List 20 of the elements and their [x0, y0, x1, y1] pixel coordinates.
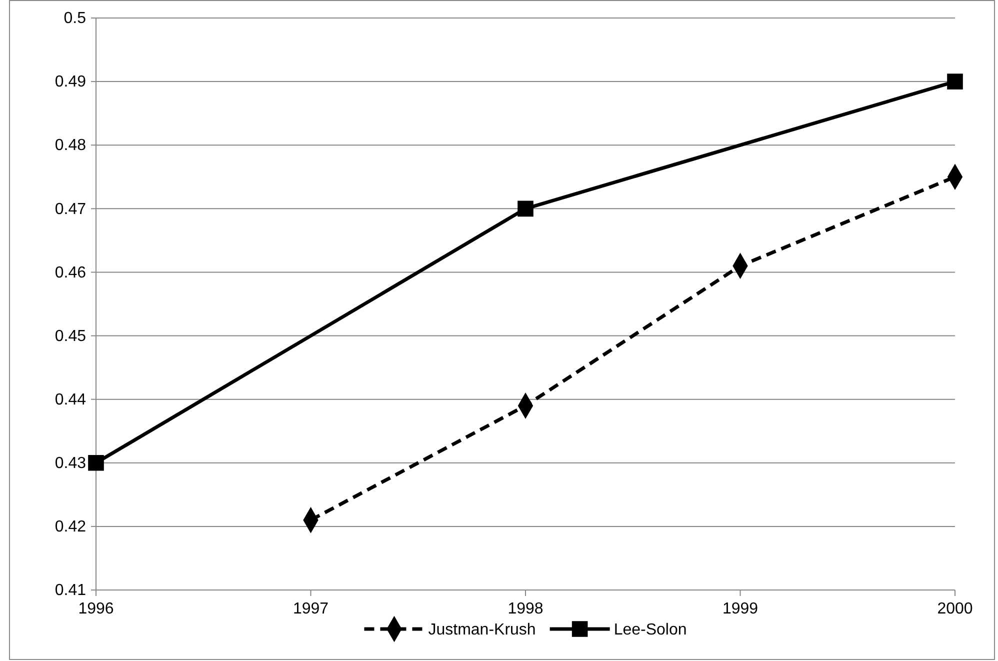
y-tick-label: 0.42	[54, 518, 86, 536]
legend-label: Justman-Krush	[428, 622, 536, 639]
y-tick-label: 0.44	[54, 391, 86, 408]
x-tick-label: 1998	[508, 600, 544, 618]
y-tick-label: 0.46	[54, 264, 86, 282]
x-tick-label: 1996	[78, 600, 114, 618]
legend-label: Lee-Solon	[614, 622, 687, 639]
x-tick-label: 1999	[722, 600, 758, 618]
y-tick-label: 0.45	[54, 328, 86, 345]
y-tick-label: 0.41	[54, 582, 86, 600]
point	[518, 200, 534, 217]
x-tick-label: 2000	[937, 600, 973, 618]
y-tick-label: 0.49	[54, 74, 86, 91]
y-tick-label: 0.48	[54, 137, 86, 154]
y-tick-label: 0.43	[54, 455, 86, 472]
y-tick-label: 0.5	[64, 10, 86, 28]
x-tick-label: 1997	[292, 600, 329, 618]
point	[947, 74, 963, 90]
point	[88, 454, 104, 471]
y-tick-label: 0.47	[54, 200, 86, 218]
